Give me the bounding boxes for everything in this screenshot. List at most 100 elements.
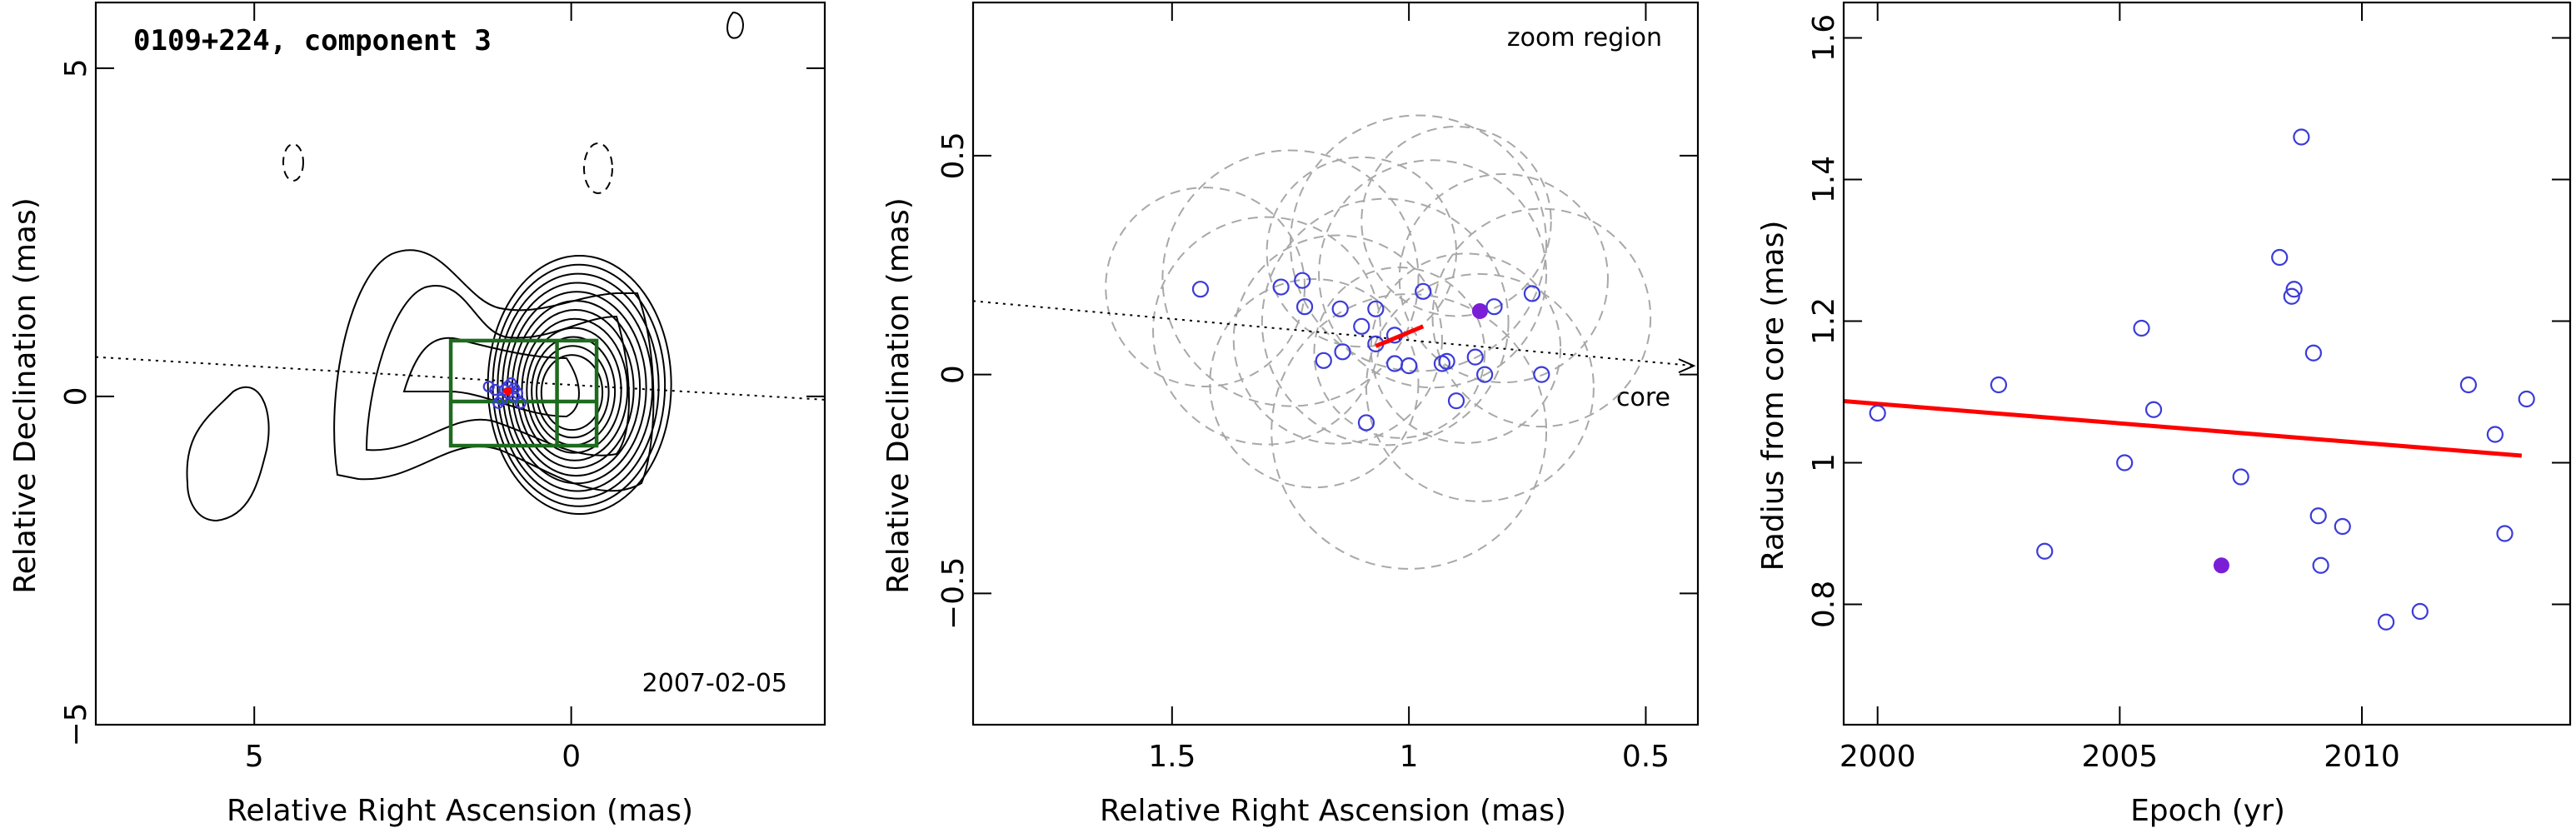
epoch-point xyxy=(2309,507,2327,525)
negative-contour xyxy=(583,142,613,194)
error-circle xyxy=(1261,197,1510,446)
panel2-xlabel: Relative Right Ascension (mas) xyxy=(1100,794,1566,828)
epoch-position xyxy=(1400,357,1418,375)
epoch-point xyxy=(2496,525,2514,542)
error-circle xyxy=(1360,126,1552,317)
component-position xyxy=(514,397,527,409)
y-tick-label: 5 xyxy=(59,58,93,77)
epoch-position xyxy=(1334,343,1351,361)
epoch-point xyxy=(2144,401,2163,418)
epoch-point xyxy=(2334,517,2351,536)
error-circle xyxy=(1398,172,1609,384)
epoch-point xyxy=(2377,613,2395,631)
negative-contour xyxy=(282,143,304,182)
x-tick-label: 1.5 xyxy=(1148,740,1196,774)
panel3-xlabel: Epoch (yr) xyxy=(2130,794,2285,828)
epoch-point xyxy=(2285,281,2303,298)
epoch-point xyxy=(2036,542,2054,560)
epoch-position xyxy=(1353,317,1370,335)
epoch-position xyxy=(1466,348,1484,366)
error-circle xyxy=(1318,159,1548,389)
y-tick-label: 1.6 xyxy=(1807,14,1841,62)
y-tick-label: 0 xyxy=(936,365,971,384)
error-circle xyxy=(1152,216,1382,446)
jet-contour xyxy=(365,284,630,456)
epoch-position xyxy=(1415,282,1432,300)
panel-zoom-region: Relative Declination (mas) Relative Righ… xyxy=(881,1,1700,828)
y-tick-label: 1.2 xyxy=(1807,297,1841,345)
y-tick-label: 0.5 xyxy=(936,132,971,179)
jet-contour xyxy=(186,386,270,522)
x-tick-label: 1 xyxy=(1400,740,1419,774)
fit-line xyxy=(1843,399,2523,458)
error-circle xyxy=(1370,252,1562,444)
core-arrow xyxy=(1678,358,1696,374)
error-circle xyxy=(1289,114,1548,372)
jet-contour xyxy=(402,337,580,418)
panel1-title: 0109+224, component 3 xyxy=(133,24,492,57)
y-tick-label: −0.5 xyxy=(936,557,971,630)
epoch-point xyxy=(2293,128,2310,146)
epoch-point xyxy=(2116,454,2134,471)
core-contour xyxy=(487,254,672,515)
trajectory-line xyxy=(972,300,1695,367)
x-tick-label: 0.5 xyxy=(1622,740,1670,774)
y-tick-label: 0.8 xyxy=(1807,581,1841,628)
error-circle xyxy=(1313,267,1486,439)
error-circle xyxy=(1266,156,1458,348)
epoch-point xyxy=(2283,287,2300,305)
x-tick-label: 2010 xyxy=(2324,740,2400,774)
epoch-point xyxy=(2518,390,2535,408)
epoch-position xyxy=(1367,300,1385,317)
epoch-position xyxy=(1533,366,1550,383)
epoch-position xyxy=(1294,272,1311,289)
epoch-position xyxy=(1272,278,1290,296)
trajectory-line xyxy=(95,356,826,401)
x-tick-label: 0 xyxy=(562,740,581,774)
epoch-point xyxy=(1989,376,2008,394)
epoch-position xyxy=(1438,352,1455,370)
trend-line xyxy=(1375,324,1425,348)
panel-contour-map: Relative Declination (mas) Relative Righ… xyxy=(8,1,826,828)
error-circle xyxy=(1209,278,1420,489)
panel1-date: 2007-02-05 xyxy=(642,669,787,698)
x-tick-label: 2005 xyxy=(2082,740,2159,774)
epoch-position xyxy=(1295,298,1314,316)
component-position xyxy=(492,397,505,409)
error-circle xyxy=(1365,272,1595,502)
epoch-point xyxy=(2133,319,2150,337)
zoom-region-label: zoom region xyxy=(1507,23,1662,52)
y-tick-label: 1.4 xyxy=(1807,156,1841,203)
panel3-frame xyxy=(1842,1,2572,726)
epoch-point xyxy=(2486,426,2504,443)
panel1-frame xyxy=(94,1,826,726)
y-tick-label: 0 xyxy=(59,387,93,406)
highlight-point xyxy=(2213,557,2229,574)
error-circle xyxy=(1232,234,1443,445)
component-position xyxy=(508,390,521,403)
y-tick-label: 1 xyxy=(1807,453,1841,472)
panel3-ylabel: Radius from core (mas) xyxy=(1756,221,1790,571)
epoch-point xyxy=(2271,248,2289,267)
epoch-position xyxy=(1447,392,1465,410)
component-highlight xyxy=(503,387,512,396)
highlight-position xyxy=(1471,302,1488,319)
epoch-position xyxy=(1315,352,1332,369)
epoch-position xyxy=(1357,414,1375,431)
panel-radius-vs-epoch: Radius from core (mas) Epoch (yr) 2000 20… xyxy=(1756,1,2572,828)
core-contour xyxy=(526,327,622,454)
panel2-ylabel: Relative Declination (mas) xyxy=(881,197,916,594)
epoch-position xyxy=(1485,298,1503,316)
epoch-point xyxy=(1869,404,1886,422)
epoch-point xyxy=(2411,602,2429,621)
epoch-position xyxy=(1523,285,1541,302)
component-position xyxy=(482,380,495,393)
zoom-box xyxy=(448,338,599,448)
epoch-position xyxy=(1331,300,1349,317)
epoch-point xyxy=(2304,344,2322,362)
error-circle xyxy=(1271,293,1548,570)
core-contour xyxy=(506,291,647,485)
panel1-ylabel: Relative Declination (mas) xyxy=(8,197,42,594)
jet-contour xyxy=(333,249,655,492)
